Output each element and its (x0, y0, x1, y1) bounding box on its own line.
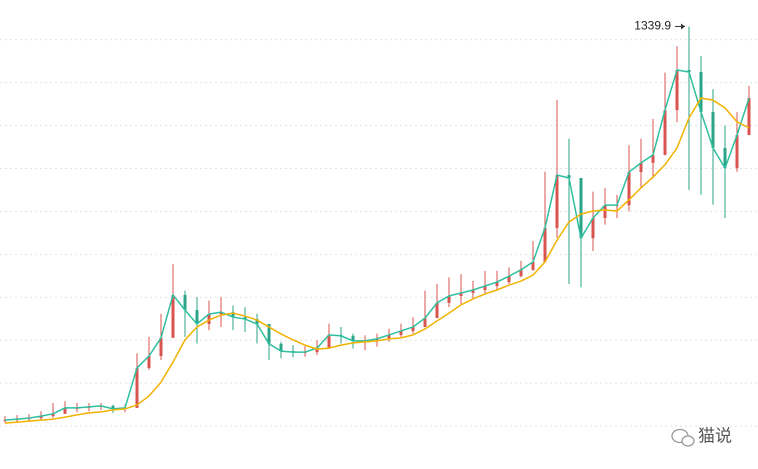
candle-body (687, 70, 691, 73)
candle-body (351, 335, 355, 341)
candle-body (387, 334, 391, 339)
close-line (4, 69, 750, 421)
candle-body (603, 205, 607, 218)
watermark: 猫说 (671, 426, 732, 447)
candle-body (567, 175, 571, 179)
candle-body (267, 324, 271, 344)
candle-body (435, 302, 439, 319)
candle-body (639, 162, 643, 173)
candle-body (255, 319, 259, 325)
candle-body (711, 111, 715, 148)
candle-body (159, 337, 163, 357)
annotation-arrowhead (681, 23, 685, 30)
candle-body (207, 314, 211, 325)
moving-average-line (4, 97, 750, 424)
candle-body (471, 289, 475, 293)
watermark-text: 猫说 (698, 426, 732, 445)
candle-body (591, 217, 595, 239)
candle-body (651, 154, 655, 163)
candle-body (411, 326, 415, 331)
candle-body (663, 109, 667, 155)
candle-body (675, 70, 679, 110)
candle-body (579, 178, 583, 239)
wechat-icon (681, 435, 695, 447)
candle-body (51, 413, 55, 417)
candle-body (483, 286, 487, 290)
candle-body (147, 356, 151, 368)
candle-body (399, 330, 403, 335)
candle-body (747, 98, 751, 136)
candle-body (723, 147, 727, 169)
candle-body (195, 310, 199, 325)
candle-body (39, 416, 43, 419)
candle-body (219, 312, 223, 315)
candle-body (627, 172, 631, 206)
candle-body (315, 348, 319, 353)
plot: 1339.9 (0, 19, 758, 427)
candle-body (507, 276, 511, 283)
candle-body (555, 175, 559, 228)
candle-body (183, 294, 187, 311)
candle-body (423, 318, 427, 327)
max-label: 1339.9 (634, 19, 671, 33)
candle-body (735, 135, 739, 169)
candle-body (231, 312, 235, 318)
candle-body (459, 292, 463, 296)
candle-body (531, 261, 535, 270)
candle-body (135, 367, 139, 408)
candle-body (111, 405, 115, 409)
candle-body (63, 407, 67, 414)
candle-body (279, 343, 283, 352)
candle-body (495, 282, 499, 287)
candle-body (327, 334, 331, 349)
candle-body (699, 72, 703, 112)
candle-body (519, 269, 523, 277)
candle-body (375, 338, 379, 341)
candle-body (447, 295, 451, 303)
candle-body (171, 294, 175, 338)
candle-body (3, 420, 7, 422)
candle-body (543, 227, 547, 262)
candle-body (243, 317, 247, 320)
